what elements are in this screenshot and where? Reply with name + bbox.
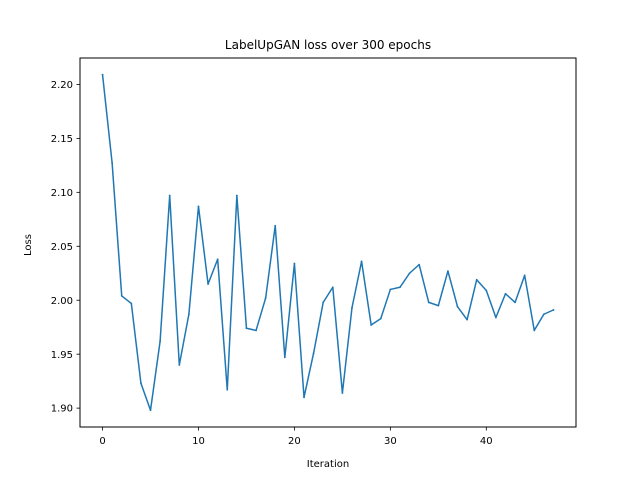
chart-title: LabelUpGAN loss over 300 epochs — [225, 38, 431, 52]
series-line-0 — [101, 73, 555, 412]
data-point — [140, 382, 142, 385]
y-tick-label: 2.15 — [51, 134, 73, 145]
data-point — [226, 388, 229, 391]
data-point — [533, 329, 536, 332]
x-tick-label: 20 — [288, 436, 301, 447]
data-point — [370, 324, 373, 326]
y-tick-label: 1.90 — [51, 404, 73, 415]
data-point — [379, 317, 382, 320]
data-point — [101, 73, 104, 76]
data-point — [168, 194, 171, 197]
y-axis-ticks: 1.90 1.95 2.00 2.05 2.10 2.15 2.20 — [51, 80, 80, 415]
data-point — [341, 392, 344, 394]
data-point — [408, 272, 411, 275]
data-point — [447, 270, 449, 272]
y-tick-label: 1.95 — [51, 350, 73, 361]
data-point — [264, 297, 267, 299]
data-point — [235, 194, 238, 197]
y-tick-label: 2.00 — [51, 296, 73, 307]
x-tick-label: 10 — [192, 436, 205, 447]
x-tick-label: 40 — [480, 436, 493, 447]
data-point — [293, 262, 296, 265]
data-point — [187, 313, 190, 316]
data-point — [437, 304, 440, 307]
x-tick-label: 0 — [99, 436, 105, 447]
data-point — [399, 286, 401, 289]
data-point — [322, 301, 325, 304]
data-point — [523, 274, 526, 277]
data-point — [331, 286, 334, 289]
data-point — [274, 224, 277, 227]
data-point — [427, 301, 430, 304]
data-point — [351, 306, 353, 309]
y-tick-label: 2.05 — [51, 242, 73, 253]
data-point — [485, 289, 488, 292]
data-point — [120, 295, 123, 297]
x-axis-ticks: 0 10 20 30 40 — [99, 427, 493, 447]
data-point — [494, 316, 497, 319]
data-point — [197, 205, 200, 208]
data-point — [542, 313, 545, 316]
x-axis-label: Iteration — [307, 459, 349, 470]
x-tick-label: 30 — [384, 436, 397, 447]
data-point — [111, 162, 114, 165]
data-point — [245, 327, 248, 330]
data-point — [159, 340, 162, 343]
data-point — [360, 260, 363, 263]
data-point — [130, 302, 133, 305]
data-point — [552, 309, 555, 311]
data-point — [207, 283, 209, 285]
data-point — [504, 292, 507, 295]
data-point — [255, 329, 257, 332]
plot-area — [101, 73, 555, 412]
y-tick-label: 2.20 — [51, 80, 73, 91]
axes-frame — [79, 57, 577, 428]
data-point — [149, 409, 152, 412]
data-point — [303, 396, 305, 399]
data-point — [178, 364, 181, 366]
data-point — [312, 352, 315, 354]
data-point — [283, 356, 286, 359]
data-point — [216, 258, 219, 261]
data-point — [456, 305, 459, 308]
data-point — [466, 318, 469, 321]
y-axis-label: Loss — [23, 234, 34, 256]
y-tick-label: 2.10 — [51, 188, 73, 199]
data-point — [475, 278, 478, 281]
data-point — [389, 288, 392, 291]
data-point — [514, 301, 516, 304]
data-point — [418, 263, 421, 266]
